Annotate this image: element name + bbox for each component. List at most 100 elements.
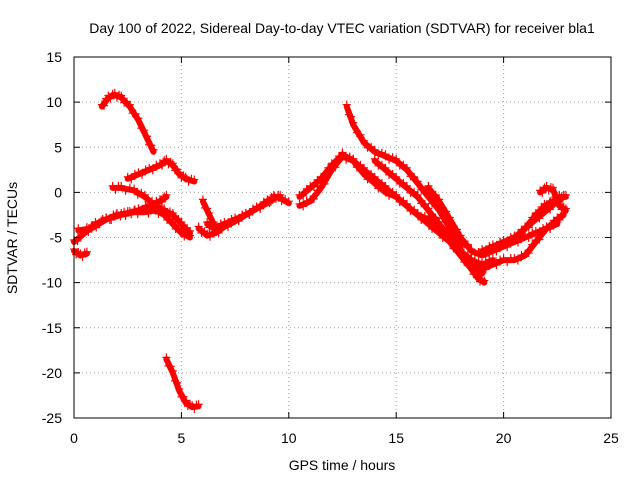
data-point-marker: [144, 209, 153, 218]
data-point-marker: [542, 181, 551, 190]
data-point-marker: [538, 188, 547, 197]
series-arc-6: [123, 154, 199, 186]
data-point-marker: [125, 183, 134, 192]
data-point-marker: [177, 217, 186, 226]
data-point-marker: [302, 196, 311, 205]
data-point-marker: [143, 132, 152, 141]
data-point-marker: [162, 154, 171, 163]
data-point-marker: [144, 197, 153, 206]
data-point-marker: [370, 154, 379, 163]
data-point-marker: [410, 172, 419, 181]
data-point-marker: [158, 161, 167, 170]
data-point-marker: [241, 208, 250, 217]
data-point-marker: [256, 204, 265, 213]
data-point-marker: [528, 240, 537, 249]
data-point-marker: [234, 215, 243, 224]
data-point-marker: [78, 252, 87, 261]
data-point-marker: [152, 160, 161, 169]
data-point-marker: [117, 91, 126, 100]
data-point-marker: [413, 208, 422, 217]
data-point-marker: [561, 190, 570, 199]
data-point-marker: [117, 181, 126, 190]
data-point-marker: [206, 232, 215, 241]
data-point-marker: [168, 159, 177, 168]
data-point-marker: [162, 190, 171, 199]
data-point-marker: [166, 362, 175, 371]
data-point-marker: [542, 222, 551, 231]
series-arc-12: [295, 148, 497, 270]
y-axis-label: SDTVAR / TECUs: [4, 182, 20, 294]
data-point-marker: [449, 223, 458, 232]
data-point-marker: [331, 159, 340, 168]
data-point-marker: [158, 197, 167, 206]
data-point-marker: [92, 223, 101, 232]
data-point-marker: [223, 220, 232, 229]
data-point-marker: [553, 194, 562, 203]
data-point-marker: [388, 153, 397, 162]
data-point-marker: [359, 136, 368, 145]
data-point-marker: [538, 226, 547, 235]
data-point-marker: [528, 228, 537, 237]
x-tick-label: 5: [178, 430, 186, 446]
data-point-marker: [140, 190, 149, 199]
data-point-marker: [442, 226, 451, 235]
data-point-marker: [110, 88, 119, 97]
data-point-marker: [453, 240, 462, 249]
data-point-marker: [270, 192, 279, 201]
data-point-marker: [402, 199, 411, 208]
series-arc-4: [97, 88, 158, 155]
data-point-marker: [513, 256, 522, 265]
data-point-marker: [528, 213, 537, 222]
data-point-marker: [277, 196, 286, 205]
data-point-marker: [334, 152, 343, 161]
data-point-marker: [374, 161, 383, 170]
data-point-marker: [82, 223, 91, 232]
data-point-marker: [227, 214, 236, 223]
data-point-marker: [470, 265, 479, 274]
data-point-marker: [524, 221, 533, 230]
data-point-marker: [417, 215, 426, 224]
data-point-marker: [555, 215, 564, 224]
data-point-marker: [320, 179, 329, 188]
y-tick-label: -15: [42, 320, 62, 336]
data-point-marker: [492, 243, 501, 252]
series-arc-10: [203, 190, 293, 233]
data-point-marker: [102, 213, 111, 222]
y-tick-label: -20: [42, 365, 62, 381]
data-point-marker: [517, 226, 526, 235]
data-point-marker: [131, 109, 140, 118]
data-point-marker: [74, 224, 83, 233]
data-point-marker: [480, 276, 489, 285]
data-point-marker: [445, 213, 454, 222]
data-point-marker: [370, 145, 379, 154]
data-point-marker: [543, 202, 552, 211]
data-point-marker: [392, 154, 401, 163]
data-point-marker: [406, 188, 415, 197]
data-point-marker: [324, 163, 333, 172]
data-point-marker: [160, 204, 169, 213]
data-point-marker: [406, 206, 415, 215]
data-point-marker: [431, 190, 440, 199]
data-point-marker: [317, 181, 326, 190]
y-tick-label: -10: [42, 275, 62, 291]
data-point-marker: [185, 226, 194, 235]
data-point-marker: [424, 181, 433, 190]
data-point-marker: [381, 181, 390, 190]
x-tick-label: 25: [603, 430, 619, 446]
data-point-marker: [453, 225, 462, 234]
data-point-marker: [496, 237, 505, 246]
data-point-marker: [524, 233, 533, 242]
data-point-marker: [338, 148, 347, 157]
data-point-marker: [499, 254, 508, 263]
data-point-marker: [125, 207, 134, 216]
data-point-marker: [485, 242, 494, 251]
data-point-marker: [374, 179, 383, 188]
data-point-marker: [245, 210, 254, 219]
data-point-marker: [496, 255, 505, 264]
data-point-marker: [284, 197, 293, 206]
series-arc-19: [536, 181, 570, 214]
data-point-marker: [428, 224, 436, 233]
data-point-marker: [121, 212, 130, 221]
data-point-marker: [151, 199, 160, 208]
